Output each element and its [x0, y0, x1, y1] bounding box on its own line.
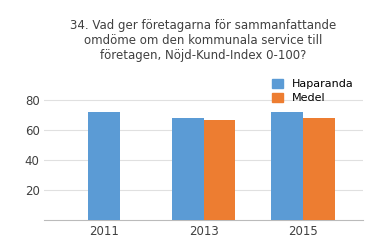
Bar	[303, 118, 335, 220]
Bar	[204, 120, 235, 220]
Title: 34. Vad ger företagarna för sammanfattande
omdöme om den kommunala service till
: 34. Vad ger företagarna för sammanfattan…	[70, 19, 337, 62]
Bar	[172, 118, 204, 220]
Legend: Haparanda, Medel: Haparanda, Medel	[269, 76, 357, 106]
Bar	[88, 112, 120, 220]
Bar	[271, 112, 303, 220]
